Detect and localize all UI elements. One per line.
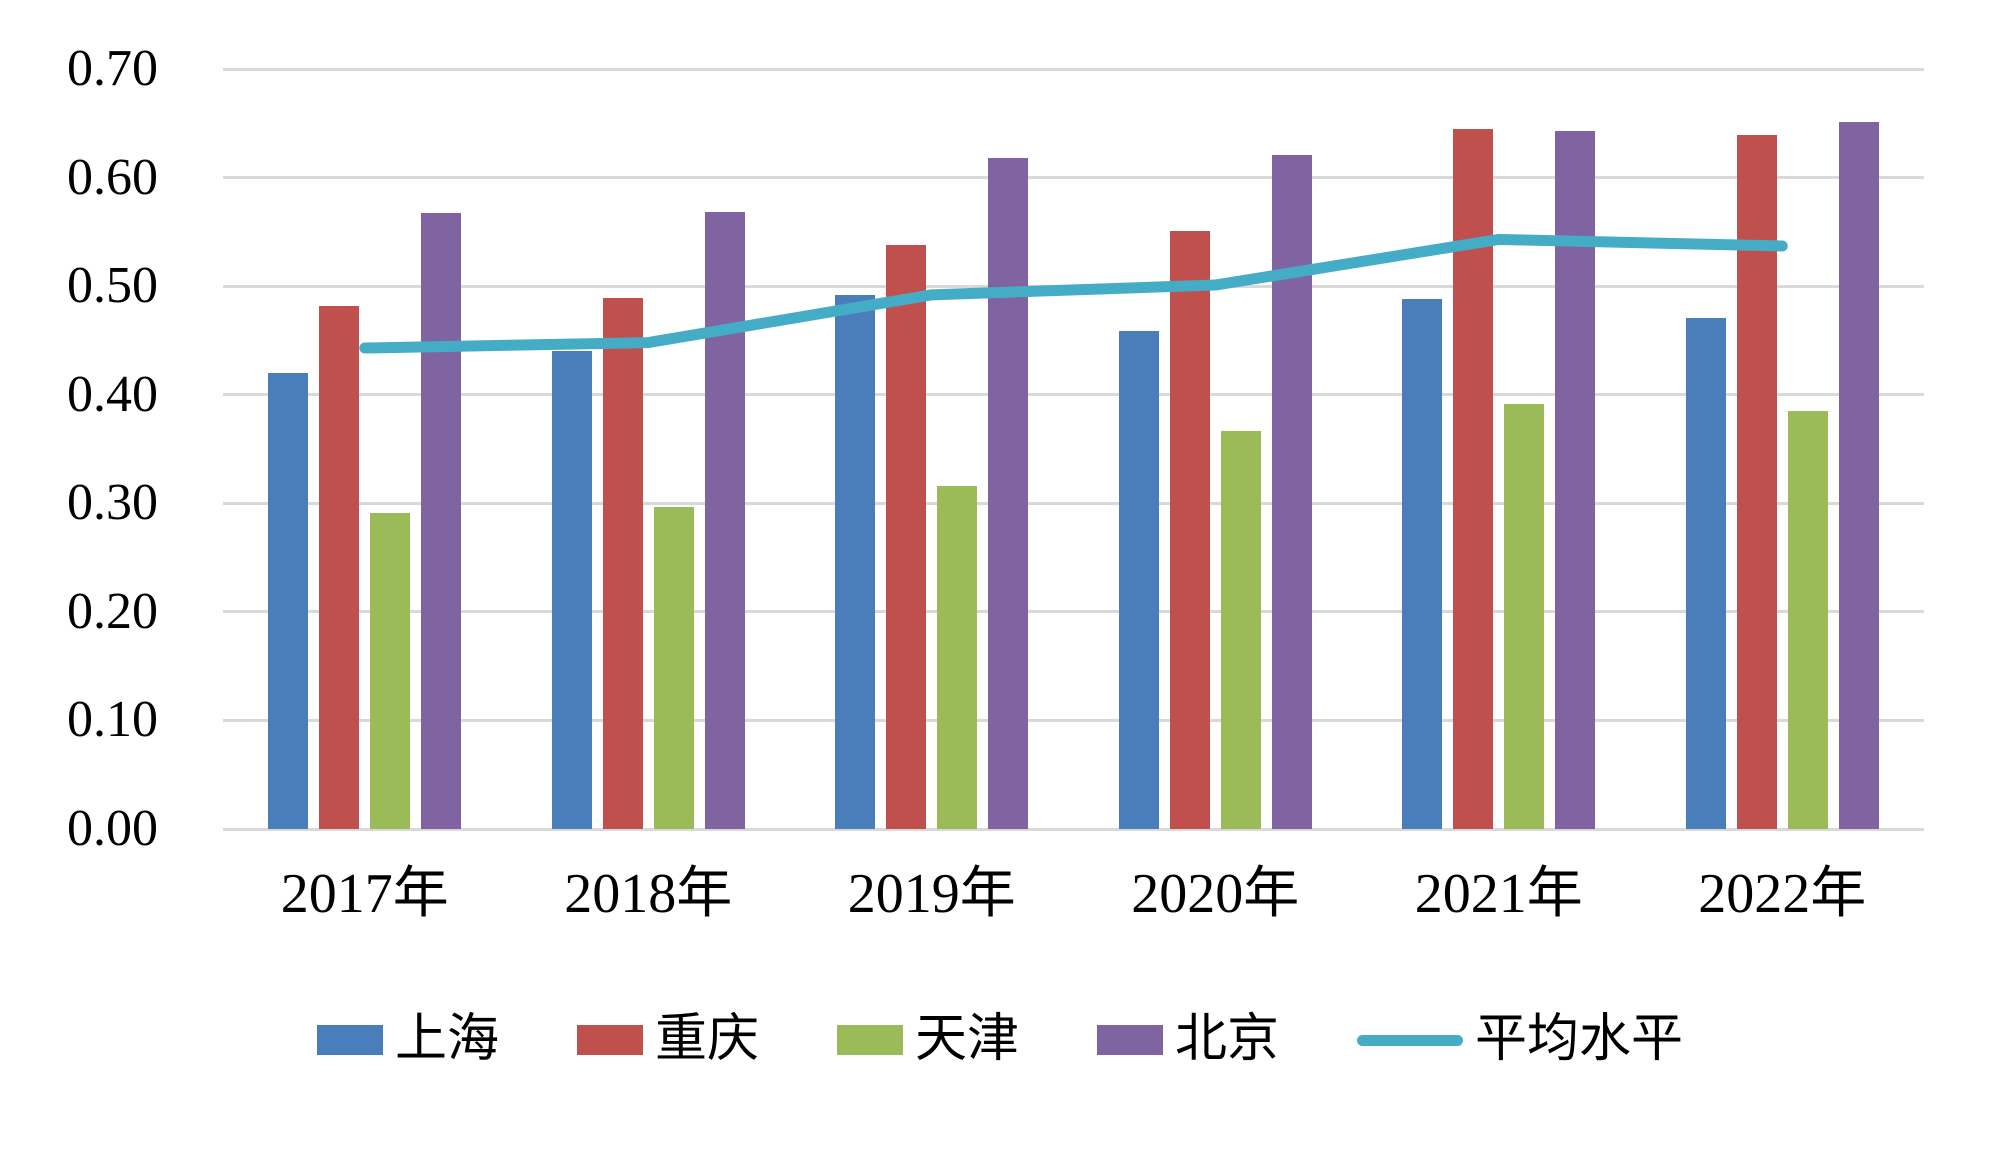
gridline <box>223 393 1924 397</box>
bar-北京 <box>1271 154 1312 829</box>
bar-重庆 <box>319 305 360 829</box>
y-axis-tick-label: 0.40 <box>67 365 158 423</box>
x-axis-tick-label: 2022年 <box>1698 863 1867 925</box>
legend-label: 上海 <box>394 1011 499 1068</box>
bar-北京 <box>1838 122 1879 829</box>
y-axis-tick-label: 0.10 <box>67 691 158 749</box>
gridline <box>223 501 1924 505</box>
legend-item-上海: 上海 <box>316 1010 499 1070</box>
y-axis-tick-label: 0.30 <box>67 474 158 532</box>
gridline <box>223 284 1924 288</box>
legend-color-swatch <box>1097 1025 1163 1055</box>
bar-上海 <box>1685 317 1726 829</box>
gridline <box>223 176 1924 180</box>
legend-item-天津: 天津 <box>836 1010 1019 1070</box>
x-axis-tick-label: 2019年 <box>847 863 1016 925</box>
y-axis-tick-label: 0.20 <box>67 582 158 640</box>
bar-天津 <box>370 513 411 829</box>
bar-上海 <box>1118 330 1159 829</box>
legend-label: 重庆 <box>654 1011 759 1068</box>
x-axis-tick-label: 2021年 <box>1414 863 1583 925</box>
legend-color-swatch <box>316 1025 383 1055</box>
bar-天津 <box>1504 404 1545 829</box>
legend-item-北京: 北京 <box>1097 1010 1279 1070</box>
gridline <box>223 718 1924 722</box>
legend-label: 平均水平 <box>1475 1011 1684 1068</box>
bar-上海 <box>268 373 309 829</box>
legend-color-swatch <box>836 1025 903 1055</box>
bar-北京 <box>704 212 745 829</box>
bar-重庆 <box>1453 128 1494 829</box>
y-axis-tick-label: 0.50 <box>67 257 158 315</box>
gridline <box>223 610 1924 614</box>
bar-天津 <box>937 485 978 829</box>
x-axis-tick-label: 2018年 <box>564 863 733 925</box>
bar-重庆 <box>886 244 927 829</box>
gridline <box>223 67 1924 71</box>
legend-item-重庆: 重庆 <box>576 1010 759 1070</box>
bar-天津 <box>1787 411 1828 829</box>
legend-item-平均水平: 平均水平 <box>1357 1010 1683 1070</box>
bar-重庆 <box>1736 135 1777 829</box>
y-axis-tick-label: 0.00 <box>67 800 158 857</box>
bar-上海 <box>835 294 876 829</box>
bar-上海 <box>1402 299 1443 829</box>
bar-重庆 <box>1169 230 1210 829</box>
gridline <box>223 827 1924 831</box>
x-axis-tick-label: 2020年 <box>1131 863 1300 925</box>
legend-color-swatch <box>576 1025 643 1055</box>
y-axis-tick-label: 0.60 <box>67 148 158 206</box>
y-axis-tick-label: 0.70 <box>67 40 158 97</box>
x-axis-tick-label: 2017年 <box>280 863 449 925</box>
bar-天津 <box>1220 430 1261 829</box>
bar-北京 <box>988 158 1029 829</box>
legend-line-swatch <box>1357 1034 1464 1046</box>
bar-上海 <box>551 351 592 829</box>
bar-北京 <box>421 213 462 829</box>
bar-天津 <box>653 506 694 829</box>
legend-label: 北京 <box>1175 1011 1280 1068</box>
legend-label: 天津 <box>914 1011 1019 1068</box>
legend: 上海 重庆 天津 北京 平均水平 <box>0 1010 2000 1070</box>
bar-北京 <box>1555 130 1596 829</box>
bar-重庆 <box>602 298 643 829</box>
